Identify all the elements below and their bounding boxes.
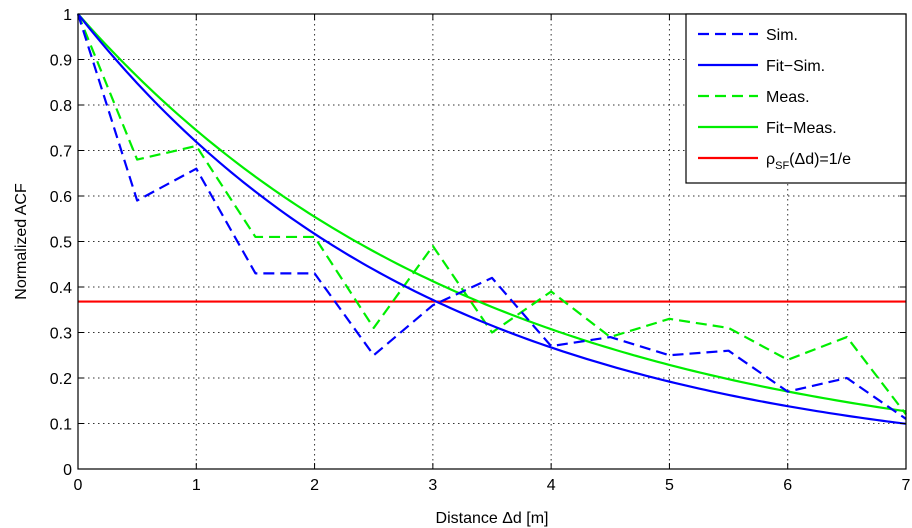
- x-tick-label: 5: [665, 477, 674, 494]
- legend-label-0: Sim.: [766, 27, 798, 44]
- series-group: [76, 13, 907, 425]
- series-line-3: [77, 13, 907, 413]
- x-tick-label: 7: [902, 477, 911, 494]
- y-tick-label: 0.5: [50, 235, 72, 252]
- x-tick-label: 1: [192, 477, 201, 494]
- x-tick-label: 0: [74, 477, 83, 494]
- series-line-0: [76, 13, 907, 420]
- x-tick-label: 2: [310, 477, 319, 494]
- legend-label-1: Fit−Sim.: [766, 58, 825, 75]
- y-tick-label: 1: [63, 7, 72, 24]
- y-tick-label: 0.1: [50, 417, 72, 434]
- series-line-2: [76, 13, 907, 416]
- y-tick-label: 0.6: [50, 189, 72, 206]
- legend: Sim. Fit−Sim. Meas. Fit−Meas. ρSF(Δd)=1/e: [685, 13, 907, 184]
- y-axis-label: Normalized ACF: [13, 183, 30, 300]
- x-axis-label: Distance Δd [m]: [436, 510, 549, 527]
- legend-label-4: ρSF(Δd)=1/e: [766, 151, 851, 172]
- legend-label-3: Fit−Meas.: [766, 120, 837, 137]
- y-tick-label: 0.7: [50, 144, 72, 161]
- x-tick-label: 6: [783, 477, 792, 494]
- series-line-1: [77, 13, 907, 425]
- x-tick-label: 3: [428, 477, 437, 494]
- legend-label-2: Meas.: [766, 89, 810, 106]
- tick-group: 0 1 2 3 4 5 6 7 0 0.1 0.2 0.3 0.4 0.5 0.6 0.7 0.8 0.9 1: [50, 7, 911, 494]
- x-tick-label: 4: [547, 477, 556, 494]
- y-tick-label: 0.9: [50, 53, 72, 70]
- legend-box: [685, 13, 907, 184]
- y-tick-label: 0.2: [50, 371, 72, 388]
- y-tick-label: 0.8: [50, 98, 72, 115]
- y-tick-label: 0.4: [50, 280, 72, 297]
- y-tick-label: 0.3: [50, 326, 72, 343]
- y-tick-label: 0: [63, 462, 72, 479]
